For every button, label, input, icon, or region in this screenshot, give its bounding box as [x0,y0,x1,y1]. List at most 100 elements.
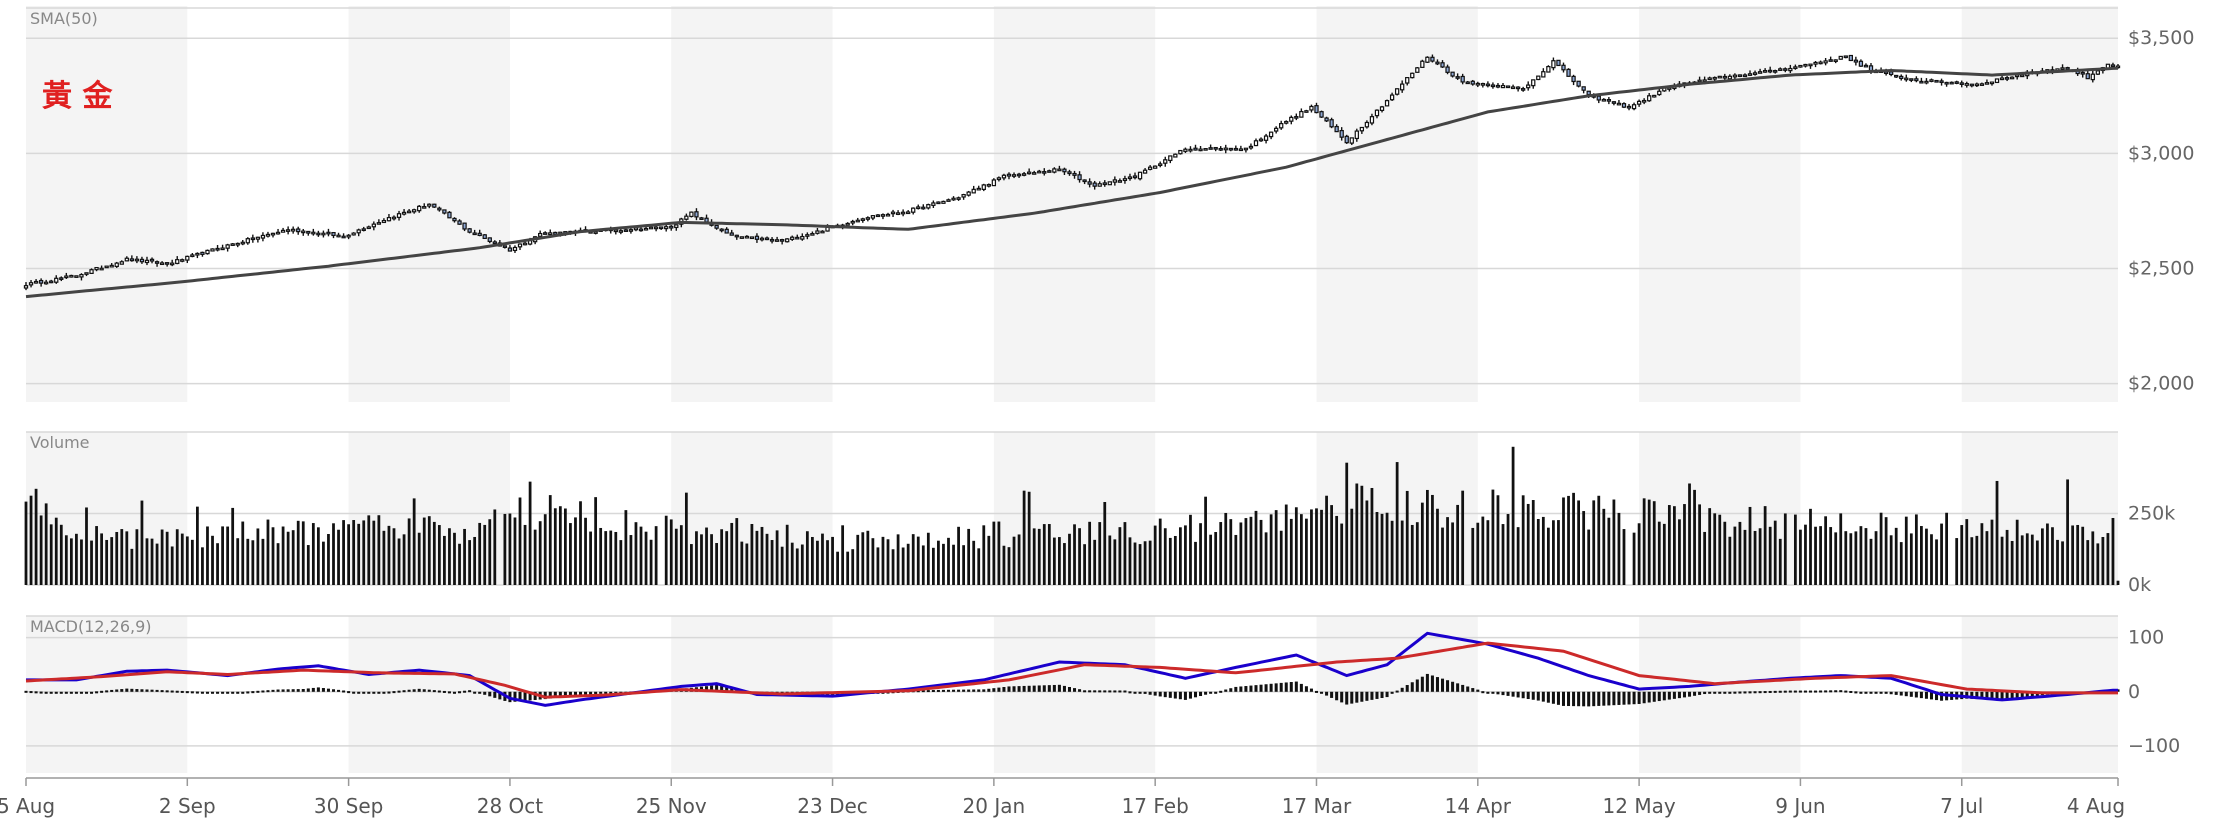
candle [1173,153,1178,158]
candle [1304,109,1309,113]
macd-hist-bar [1839,690,1843,693]
macd-hist-bar [170,690,174,693]
candle [1425,56,1430,64]
candle [1919,77,1924,84]
volume-bar [881,536,885,585]
candle [442,209,447,215]
macd-hist-bar [1501,691,1505,696]
candle [1526,81,1531,91]
candle [1581,86,1586,94]
volume-bar [1657,521,1661,585]
candle [1944,81,1949,87]
macd-hist-bar [1995,691,1999,700]
candle [1248,143,1254,150]
macd-hist-bar [1183,691,1187,700]
volume-bar [1042,524,1046,585]
macd-hist-bar [1410,682,1414,692]
candle [1717,75,1722,79]
macd-hist-bar [331,689,336,692]
candle [336,232,341,238]
volume-bar [185,536,189,585]
volume-bar [992,521,996,585]
macd-hist-bar [74,691,78,694]
macd-hist-bar [1849,690,1853,693]
macd-hist-bar [573,691,577,696]
volume-bar [1214,532,1218,585]
volume-bar [972,540,976,585]
macd-hist-bar [347,691,351,694]
volume-bar [316,527,320,585]
macd-hist-bar [1133,691,1137,694]
volume-bar [1738,521,1742,585]
volume-bar [1748,506,1752,585]
volume-indicator-label: Volume [30,433,90,452]
volume-bar [357,523,361,585]
volume-bar [1925,528,1928,585]
volume-bar [695,531,698,585]
x-tick-label: 25 Nov [636,794,707,818]
macd-hist-bar [962,689,966,692]
volume-bar [1249,516,1253,585]
volume-bar [2061,541,2064,585]
candle [1762,68,1768,73]
candle [134,256,140,264]
macd-hist-bar [720,686,724,692]
macd-hist-bar [1234,686,1238,692]
macd-hist-bar [1884,691,1888,694]
volume-bar [125,531,129,585]
volume-bar [1274,510,1278,585]
volume-bar [1713,513,1717,585]
candle [1072,170,1077,179]
volume-bar [34,488,38,585]
macd-hist-bar [54,691,58,694]
volume-bar [372,520,376,585]
candle [170,259,175,267]
volume-bar [1703,531,1707,585]
macd-hist-bar [59,691,63,694]
candle [406,209,412,214]
candle [316,230,321,237]
macd-hist-bar [357,691,361,694]
macd-hist-bar [1224,689,1228,692]
macd-hist-bar [1506,691,1510,696]
candle [159,261,165,266]
macd-hist-bar [296,689,300,692]
candle [1122,175,1128,184]
macd-hist-bar [1819,690,1823,693]
macd-hist-bar [1304,686,1308,692]
macd-hist-bar [941,689,945,692]
candle [658,226,664,230]
date-band [671,6,833,402]
candle [1914,76,1919,83]
volume-bar [715,543,718,585]
candle [1263,133,1269,144]
volume-bar [861,532,865,585]
macd-hist-bar [1047,685,1051,692]
candle [1510,84,1516,90]
macd-hist-bar [614,691,618,694]
candle [1863,63,1869,68]
macd-hist-bar [1451,681,1455,692]
candle [1556,59,1561,67]
candle [653,225,659,232]
volume-bar [548,495,552,585]
x-tick-label: 2 Sep [159,794,216,818]
macd-hist-bar [337,689,341,692]
candle [764,236,770,241]
macd-hist-bar [1783,690,1787,693]
candle [1268,131,1274,140]
macd-hist-bar [463,690,467,693]
macd-hist-bar [84,691,89,694]
candle [911,207,916,215]
volume-bar [579,501,582,585]
macd-hist-bar [1022,685,1026,692]
candle [1369,113,1375,126]
candle [734,234,739,240]
volume-bar [1118,527,1122,585]
macd-hist-bar [1007,686,1011,692]
macd-hist-bar [604,691,608,694]
candle [538,230,543,237]
volume-bar [1335,515,1339,585]
price-panel: SMA(50) 黃 金 $2,000 $2,500 $3,000 $3,500 [23,9,2194,395]
macd-hist-bar [946,689,951,692]
